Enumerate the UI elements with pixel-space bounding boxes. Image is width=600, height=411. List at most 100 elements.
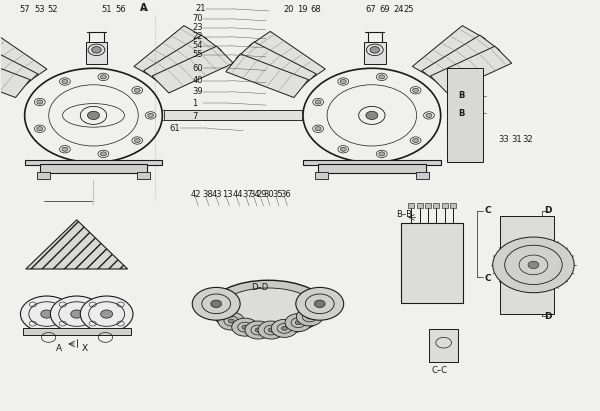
Circle shape [37, 100, 43, 104]
Circle shape [92, 46, 101, 53]
Text: 42: 42 [191, 190, 202, 199]
Bar [433, 203, 439, 208]
Bar [23, 328, 131, 335]
Bar [417, 203, 423, 208]
Text: C: C [484, 206, 491, 215]
Bar [164, 111, 302, 120]
Bar [364, 42, 386, 64]
Circle shape [413, 88, 419, 92]
Text: 39: 39 [192, 87, 203, 96]
Circle shape [211, 300, 221, 307]
Bar [416, 171, 429, 179]
Text: X: X [82, 344, 88, 353]
Circle shape [295, 321, 301, 325]
Circle shape [315, 127, 321, 131]
Text: 67: 67 [366, 5, 377, 14]
Text: 21: 21 [195, 5, 206, 14]
Bar [454, 329, 458, 362]
Bar [401, 223, 463, 228]
Bar [430, 329, 433, 362]
Text: 55: 55 [192, 50, 203, 59]
Text: 19: 19 [297, 5, 308, 14]
Polygon shape [236, 42, 316, 90]
Circle shape [80, 296, 133, 332]
Polygon shape [26, 220, 128, 269]
Text: 61: 61 [170, 124, 180, 133]
Text: 40: 40 [192, 76, 203, 85]
Text: 70: 70 [192, 14, 203, 23]
Text: 22: 22 [192, 32, 203, 41]
Bar [401, 297, 463, 302]
Text: 32: 32 [523, 136, 533, 144]
Circle shape [268, 328, 274, 332]
Circle shape [314, 300, 325, 307]
Circle shape [528, 261, 539, 268]
Text: 34: 34 [250, 190, 260, 199]
Polygon shape [226, 54, 308, 97]
Circle shape [20, 296, 73, 332]
Circle shape [232, 318, 258, 336]
Text: 1: 1 [192, 99, 197, 108]
Text: 24: 24 [394, 5, 404, 14]
Circle shape [271, 319, 298, 337]
Circle shape [366, 111, 378, 120]
Text: 7: 7 [192, 112, 197, 121]
Polygon shape [412, 25, 485, 80]
Text: A: A [56, 344, 62, 353]
Text: 53: 53 [35, 5, 46, 14]
Bar [86, 42, 107, 64]
Text: 20: 20 [283, 5, 294, 14]
Circle shape [413, 139, 419, 143]
Bar [500, 216, 554, 314]
Bar [446, 68, 482, 162]
Circle shape [285, 314, 311, 332]
Circle shape [192, 287, 240, 320]
Text: D–D: D–D [251, 283, 268, 292]
Circle shape [315, 100, 321, 104]
Polygon shape [0, 54, 30, 97]
Text: 68: 68 [311, 5, 322, 14]
Bar [25, 159, 163, 164]
Text: 37: 37 [242, 190, 253, 199]
Text: D: D [544, 206, 552, 215]
Circle shape [148, 113, 154, 118]
Circle shape [340, 147, 346, 151]
Circle shape [255, 328, 261, 332]
Text: 31: 31 [511, 136, 522, 144]
Circle shape [228, 319, 234, 323]
Circle shape [370, 46, 380, 53]
Bar [137, 171, 151, 179]
Text: 33: 33 [499, 136, 509, 144]
Circle shape [426, 113, 432, 118]
Text: C: C [484, 273, 491, 282]
Bar [430, 329, 458, 362]
Text: 51: 51 [101, 5, 112, 14]
Polygon shape [0, 42, 38, 90]
Text: A: A [140, 2, 147, 13]
Text: D: D [544, 312, 552, 321]
Circle shape [41, 310, 53, 318]
Text: 57: 57 [20, 5, 31, 14]
Text: 54: 54 [192, 41, 203, 50]
Circle shape [296, 308, 323, 326]
Polygon shape [249, 31, 325, 83]
Bar [425, 203, 431, 208]
Bar [37, 171, 50, 179]
Text: C–C: C–C [431, 366, 448, 375]
Bar [315, 171, 328, 179]
Circle shape [101, 310, 113, 318]
Bar [442, 203, 448, 208]
Polygon shape [143, 35, 221, 86]
Text: B: B [458, 91, 464, 100]
Ellipse shape [210, 280, 326, 335]
Text: 13: 13 [222, 190, 233, 199]
Circle shape [245, 321, 271, 339]
Polygon shape [134, 25, 207, 80]
Polygon shape [0, 31, 47, 83]
Bar [401, 223, 463, 302]
Text: 69: 69 [379, 5, 389, 14]
Circle shape [258, 321, 284, 339]
Circle shape [62, 79, 68, 83]
Text: 36: 36 [280, 190, 291, 199]
Text: 29: 29 [256, 190, 267, 199]
